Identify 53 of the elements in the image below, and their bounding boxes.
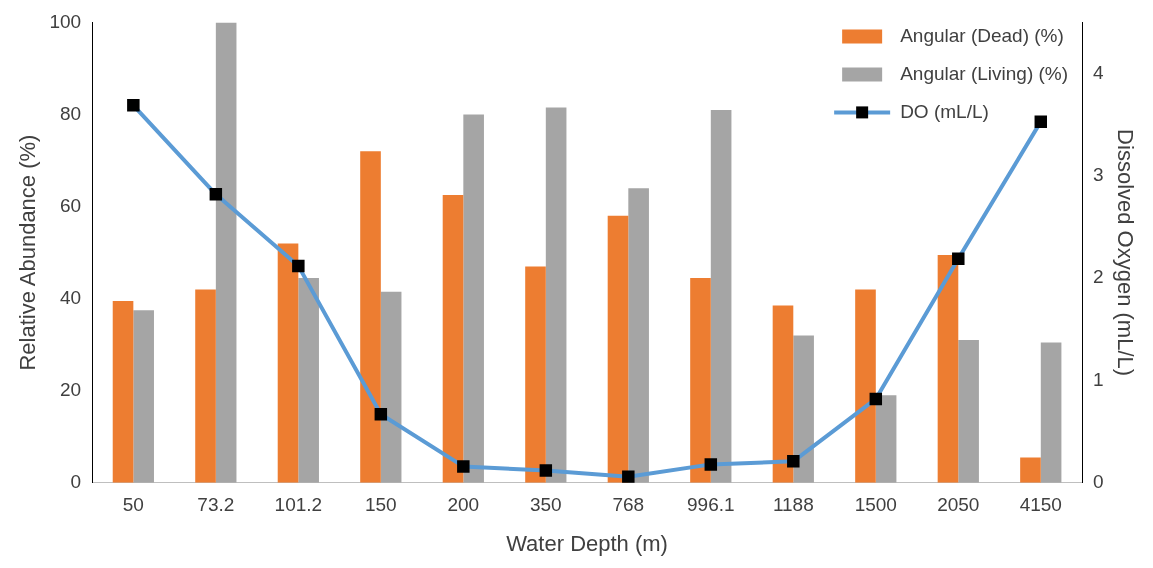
- y2-tick-label: 2: [1093, 266, 1104, 288]
- bar: [463, 114, 484, 483]
- bar: [1020, 457, 1041, 483]
- bar: [710, 109, 732, 483]
- legend-label: Angular (Dead) (%): [900, 24, 1064, 46]
- bar: [628, 188, 649, 483]
- bar: [937, 254, 959, 483]
- bar: [298, 277, 319, 483]
- y2-tick-label: 3: [1093, 164, 1104, 186]
- bar: [690, 277, 711, 483]
- bar: [442, 195, 464, 483]
- bar: [525, 266, 546, 483]
- y2-axis-title: Dissolved Oxygen (mL/L): [1112, 129, 1138, 377]
- x-tick-label: 200: [447, 494, 480, 516]
- bar: [380, 291, 402, 483]
- x-tick-label: 350: [529, 494, 562, 516]
- x-tick-label: 50: [122, 494, 144, 516]
- bar: [793, 335, 814, 483]
- bar: [277, 243, 299, 483]
- x-tick-label: 1188: [772, 494, 814, 516]
- y-tick-label: 60: [59, 194, 82, 216]
- bar: [1040, 342, 1062, 483]
- bar: [772, 305, 794, 483]
- bar: [112, 300, 134, 483]
- x-axis-title: Water Depth (m): [506, 530, 668, 556]
- legend-label: Angular (Living) (%): [900, 62, 1069, 84]
- x-tick-label: 150: [364, 494, 397, 516]
- x-tick-label: 2050: [937, 494, 980, 516]
- y-tick-label: 80: [59, 102, 82, 124]
- y-tick-label: 40: [59, 286, 82, 308]
- y-tick-label: 20: [59, 378, 82, 400]
- bar: [360, 151, 381, 483]
- y-tick-label: 0: [70, 471, 82, 493]
- y-tick-label: 100: [49, 10, 82, 32]
- legend-label: DO (mL/L): [900, 100, 989, 122]
- x-tick-label: 4150: [1019, 494, 1062, 516]
- bar: [195, 289, 216, 483]
- y2-tick-label: 0: [1093, 471, 1104, 493]
- bar: [958, 340, 979, 483]
- bar: [545, 107, 567, 483]
- y2-tick-label: 1: [1093, 368, 1104, 390]
- x-tick-label: 1500: [854, 494, 897, 516]
- bar: [133, 310, 154, 483]
- bar: [607, 215, 629, 483]
- bar: [215, 22, 237, 483]
- bar: [875, 395, 897, 483]
- x-tick-label: 101.2: [274, 494, 323, 516]
- bar: [855, 289, 876, 483]
- x-tick-label: 768: [612, 494, 645, 516]
- y-axis-title: Relative Abundance (%): [15, 134, 41, 371]
- x-tick-label: 73.2: [197, 494, 235, 516]
- y2-tick-label: 4: [1093, 61, 1105, 83]
- x-tick-label: 996.1: [687, 494, 735, 516]
